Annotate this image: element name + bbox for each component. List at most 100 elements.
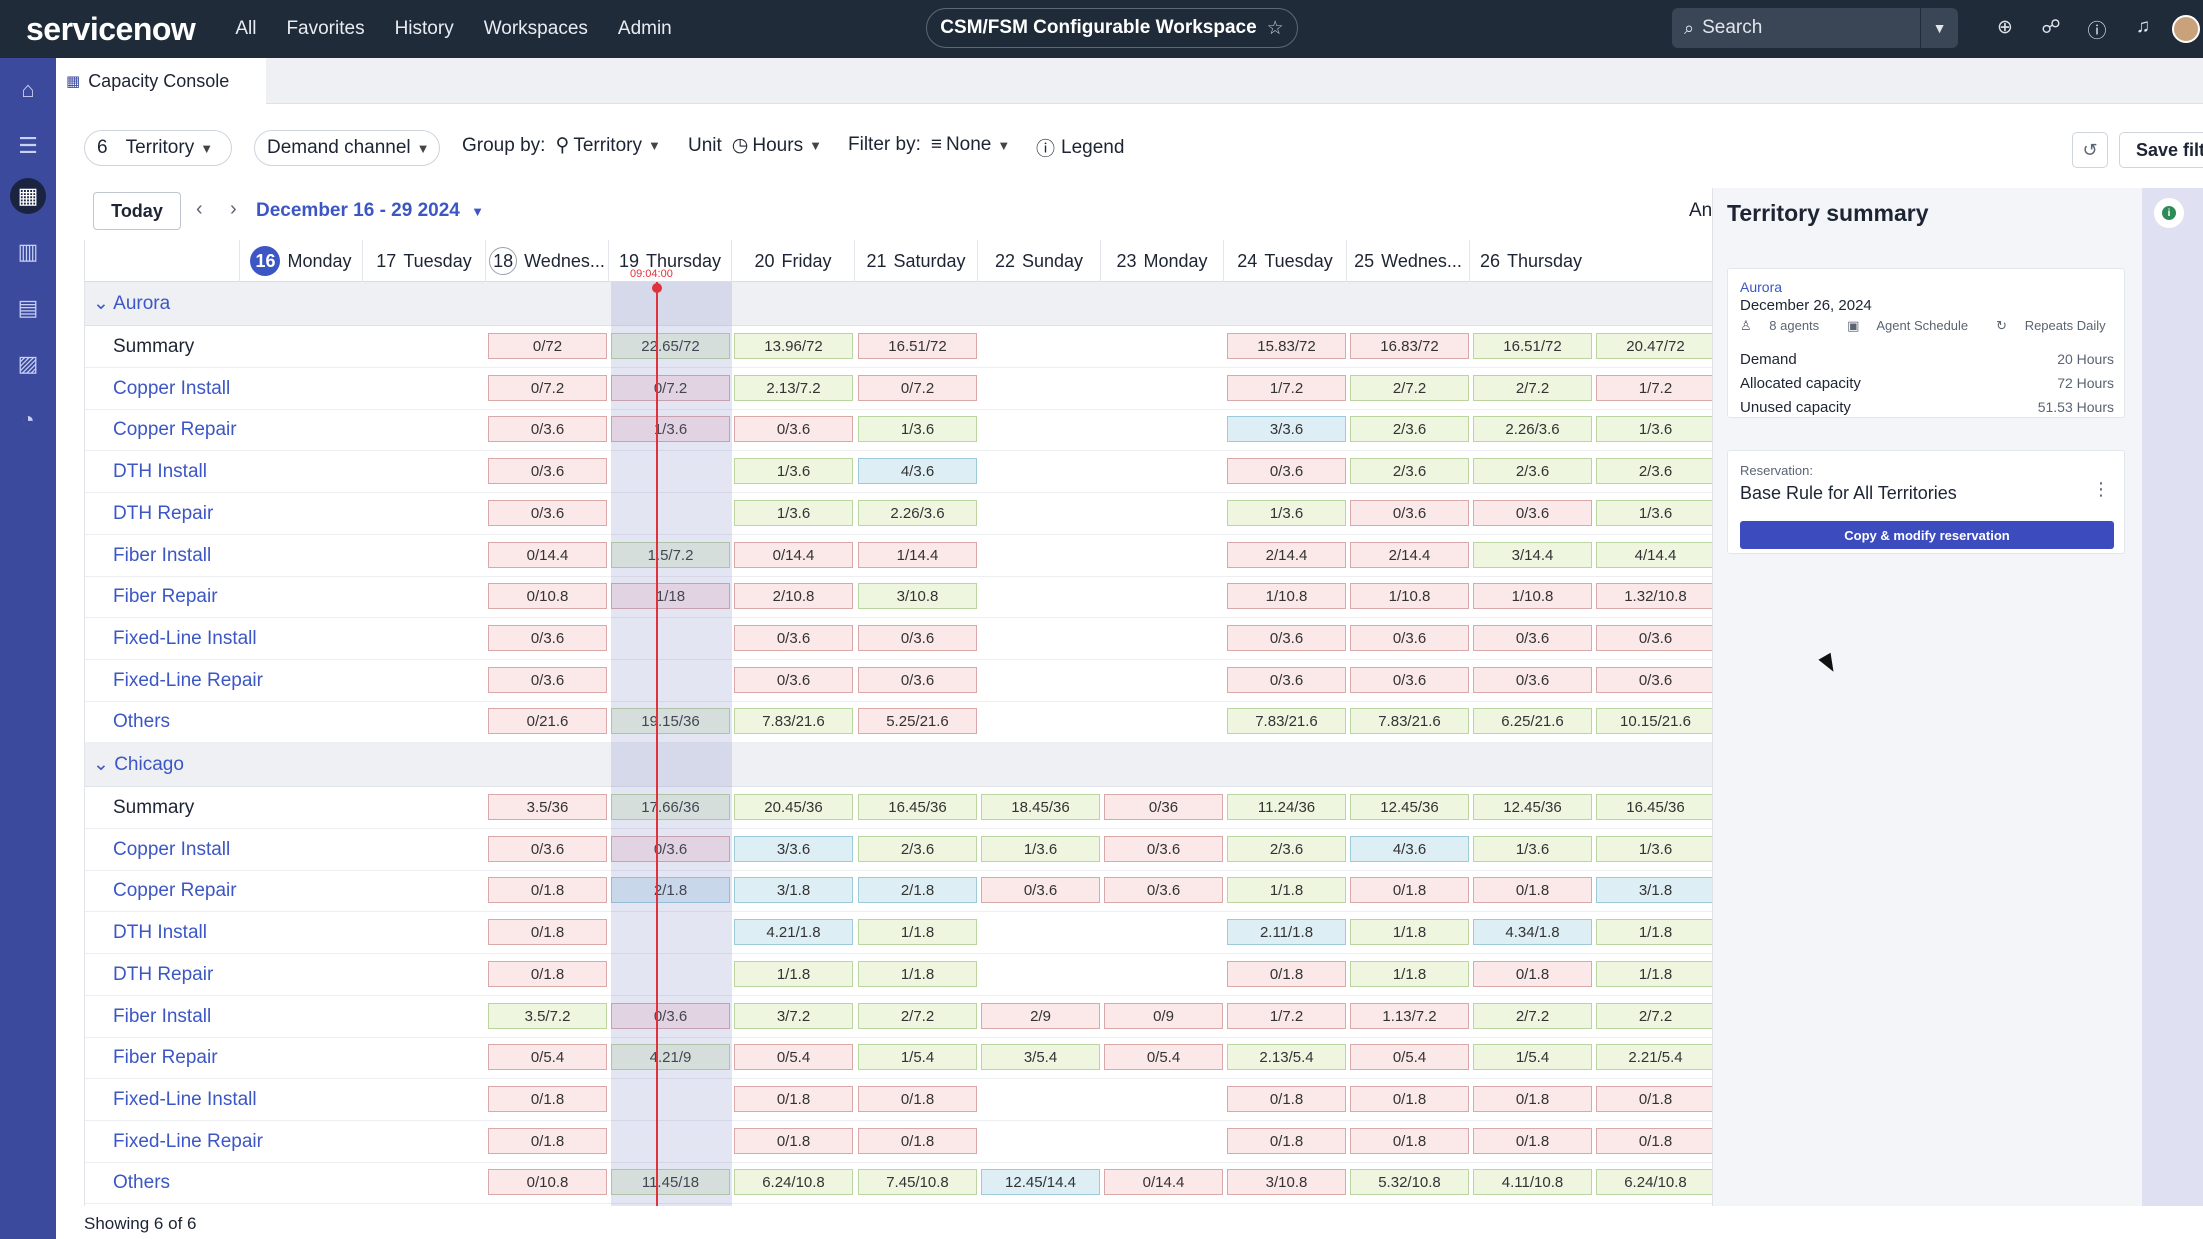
prev-period-icon[interactable]: ‹ — [196, 198, 203, 220]
capacity-cell[interactable]: 0/1.8 — [1473, 877, 1592, 903]
list-icon[interactable]: ☰ — [18, 133, 38, 158]
capacity-cell[interactable]: 2/7.2 — [1350, 375, 1469, 401]
capacity-cell[interactable]: 2/7.2 — [1473, 1003, 1592, 1029]
capacity-cell[interactable]: 0/3.6 — [488, 667, 607, 693]
capacity-cell[interactable]: 0/36 — [1104, 794, 1223, 820]
capacity-cell[interactable]: 0/3.6 — [1473, 500, 1592, 526]
capacity-cell[interactable]: 1/1.8 — [1350, 919, 1469, 945]
capacity-cell[interactable]: 0/1.8 — [1350, 877, 1469, 903]
capacity-cell[interactable]: 3/5.4 — [981, 1044, 1100, 1070]
demand-channel-filter[interactable]: Demand channel ▼ — [254, 130, 440, 166]
capacity-cell[interactable]: 0/1.8 — [734, 1086, 853, 1112]
legend-button[interactable]: ⓘ Legend — [1036, 134, 1124, 161]
next-period-icon[interactable]: › — [230, 198, 237, 220]
user-avatar[interactable] — [2172, 15, 2200, 43]
capacity-cell[interactable]: 0/72 — [488, 333, 607, 359]
capacity-cell[interactable]: 0/7.2 — [611, 375, 730, 401]
capacity-cell[interactable]: 2/3.6 — [1473, 458, 1592, 484]
capacity-cell[interactable]: 0/1.8 — [488, 877, 607, 903]
work-type-link[interactable]: Fiber Repair — [113, 1047, 218, 1068]
save-filters-button[interactable]: Save filters — [2119, 132, 2203, 168]
capacity-cell[interactable]: 1/1.8 — [858, 961, 977, 987]
capacity-cell[interactable]: 0/1.8 — [488, 1086, 607, 1112]
unit-control[interactable]: Unit ◷ Hours ▼ — [688, 134, 822, 157]
capacity-cell[interactable]: 1/3.6 — [981, 836, 1100, 862]
work-type-link[interactable]: Fiber Repair — [113, 586, 218, 607]
capacity-cell[interactable]: 0/3.6 — [1350, 667, 1469, 693]
capacity-cell[interactable]: 0/14.4 — [1104, 1169, 1223, 1195]
work-type-link[interactable]: Copper Install — [113, 839, 231, 860]
capacity-cell[interactable]: 17.66/36 — [611, 794, 730, 820]
capacity-cell[interactable]: 12.45/36 — [1350, 794, 1469, 820]
capacity-cell[interactable]: 1/3.6 — [734, 458, 853, 484]
capacity-cell[interactable]: 1/10.8 — [1473, 583, 1592, 609]
capacity-cell[interactable]: 0/7.2 — [488, 375, 607, 401]
capacity-cell[interactable]: 16.83/72 — [1350, 333, 1469, 359]
capacity-cell[interactable]: 0/1.8 — [1227, 1086, 1346, 1112]
capacity-cell[interactable]: 0/3.6 — [734, 416, 853, 442]
capacity-cell[interactable]: 0/14.4 — [488, 542, 607, 568]
nav-workspaces[interactable]: Workspaces — [483, 18, 588, 39]
capacity-cell[interactable]: 0/1.8 — [734, 1128, 853, 1154]
capacity-cell[interactable]: 12.45/14.4 — [981, 1169, 1100, 1195]
capacity-cell[interactable]: 0/3.6 — [488, 416, 607, 442]
capacity-cell[interactable]: 19.15/36 — [611, 708, 730, 734]
capacity-cell[interactable]: 1/3.6 — [1596, 836, 1712, 862]
bell-icon[interactable]: ♫ — [2135, 16, 2151, 37]
nav-all[interactable]: All — [235, 18, 257, 39]
capacity-cell[interactable]: 0/21.6 — [488, 708, 607, 734]
capacity-cell[interactable]: 2/1.8 — [858, 877, 977, 903]
search-scope-chevron-icon[interactable]: ▼ — [1920, 8, 1958, 48]
group-row-aurora[interactable]: ⌄ Aurora — [85, 282, 1712, 326]
capacity-cell[interactable]: 20.45/36 — [734, 794, 853, 820]
capacity-cell[interactable]: 11.45/18 — [611, 1169, 730, 1195]
capacity-cell[interactable]: 0/1.8 — [1350, 1128, 1469, 1154]
capacity-cell[interactable]: 0/5.4 — [1350, 1044, 1469, 1070]
capacity-cell[interactable]: 18.45/36 — [981, 794, 1100, 820]
today-button[interactable]: Today — [93, 192, 181, 230]
capacity-cell[interactable]: 2/14.4 — [1227, 542, 1346, 568]
capacity-cell[interactable]: 2.26/3.6 — [858, 500, 977, 526]
capacity-cell[interactable]: 1/7.2 — [1227, 1003, 1346, 1029]
capacity-cell[interactable]: 16.51/72 — [858, 333, 977, 359]
capacity-cell[interactable]: 7.83/21.6 — [1350, 708, 1469, 734]
work-type-link[interactable]: DTH Install — [113, 922, 207, 943]
capacity-cell[interactable]: 1/3.6 — [1596, 500, 1712, 526]
capacity-cell[interactable]: 13.96/72 — [734, 333, 853, 359]
capacity-cell[interactable]: 0/14.4 — [734, 542, 853, 568]
capacity-cell[interactable]: 4/3.6 — [1350, 836, 1469, 862]
capacity-cell[interactable]: 0/3.6 — [734, 667, 853, 693]
capacity-cell[interactable]: 4.11/10.8 — [1473, 1169, 1592, 1195]
capacity-cell[interactable]: 3/10.8 — [1227, 1169, 1346, 1195]
capacity-cell[interactable]: 1/1.8 — [858, 919, 977, 945]
capacity-cell[interactable]: 3.5/7.2 — [488, 1003, 607, 1029]
capacity-cell[interactable]: 4.21/9 — [611, 1044, 730, 1070]
capacity-cell[interactable]: 2/14.4 — [1350, 542, 1469, 568]
work-type-link[interactable]: Others — [113, 711, 171, 732]
capacity-cell[interactable]: 0/3.6 — [1350, 625, 1469, 651]
group-by-control[interactable]: Group by: ⚲ Territory ▼ — [462, 134, 661, 157]
map-icon[interactable]: ▨ — [17, 351, 39, 376]
capacity-cell[interactable]: 1/1.8 — [734, 961, 853, 987]
group-row-chicago[interactable]: ⌄ Chicago — [85, 743, 1712, 787]
capacity-cell[interactable]: 0/1.8 — [1227, 961, 1346, 987]
capacity-cell[interactable]: 3/1.8 — [1596, 877, 1712, 903]
capacity-cell[interactable]: 0/7.2 — [858, 375, 977, 401]
capacity-cell[interactable]: 3/14.4 — [1473, 542, 1592, 568]
capacity-cell[interactable]: 4/3.6 — [858, 458, 977, 484]
capacity-cell[interactable]: 2/9 — [981, 1003, 1100, 1029]
capacity-cell[interactable]: 1/3.6 — [734, 500, 853, 526]
capacity-cell[interactable]: 1/5.4 — [1473, 1044, 1592, 1070]
capacity-cell[interactable]: 2/3.6 — [1350, 458, 1469, 484]
work-type-link[interactable]: Fiber Install — [113, 1006, 212, 1027]
inbox-icon[interactable]: ▤ — [17, 295, 39, 320]
territory-filter[interactable]: 6 Territory ▼ — [84, 130, 232, 166]
capacity-cell[interactable]: 0/1.8 — [1227, 1128, 1346, 1154]
work-type-link[interactable]: Fixed-Line Install — [113, 628, 257, 649]
capacity-cell[interactable]: 7.83/21.6 — [1227, 708, 1346, 734]
globe-icon[interactable]: ⊕ — [1997, 17, 2013, 38]
capacity-cell[interactable]: 0/3.6 — [1596, 625, 1712, 651]
global-search[interactable]: ⌕ Search ▼ — [1672, 8, 1958, 48]
capacity-cell[interactable]: 4/14.4 — [1596, 542, 1712, 568]
capacity-cell[interactable]: 0/3.6 — [611, 836, 730, 862]
